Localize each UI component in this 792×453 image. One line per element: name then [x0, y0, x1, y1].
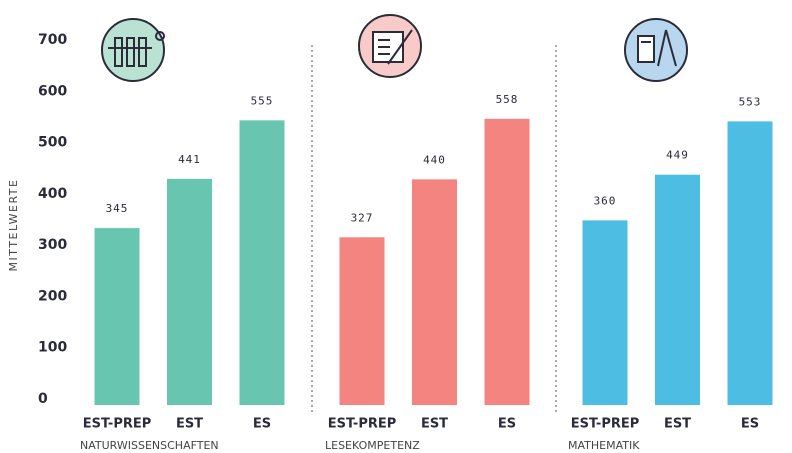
y-tick-label: 300 — [38, 237, 67, 253]
x-tick-label: EST-PREP — [328, 417, 397, 432]
x-tick-label: EST-PREP — [83, 417, 152, 432]
x-tick-label: EST — [176, 417, 203, 432]
x-axis-label: NATURWISSENSCHAFTEN — [80, 439, 219, 452]
y-tick-label: 500 — [38, 135, 67, 151]
value-label: 449 — [666, 149, 689, 162]
x-tick-label: EST — [664, 417, 691, 432]
x-axis-label: MATHEMATIK — [568, 439, 640, 452]
y-tick-label: 100 — [38, 340, 67, 356]
bar — [339, 237, 385, 405]
y-tick-label: 700 — [38, 32, 67, 48]
bar — [94, 228, 140, 405]
value-label: 558 — [496, 93, 519, 106]
x-tick-label: EST-PREP — [571, 417, 640, 432]
bar — [412, 179, 457, 405]
value-label: 553 — [739, 95, 762, 108]
x-tick-label: EST — [421, 417, 448, 432]
y-tick-label: 600 — [38, 83, 67, 99]
value-label: 327 — [351, 211, 374, 224]
bar — [655, 174, 700, 405]
y-axis-label: MITTELWERTE — [7, 179, 20, 272]
icon-reading — [358, 14, 422, 78]
bar — [167, 178, 212, 405]
bar — [239, 120, 285, 405]
value-label: 360 — [594, 194, 617, 207]
x-tick-label: ES — [741, 417, 759, 432]
bar — [582, 220, 628, 405]
value-label: 441 — [178, 153, 201, 166]
x-tick-label: ES — [253, 417, 271, 432]
y-tick-label: 200 — [38, 288, 67, 304]
y-tick-label: 400 — [38, 186, 67, 202]
value-label: 345 — [106, 202, 129, 215]
value-label: 555 — [251, 94, 274, 107]
bar — [484, 118, 530, 405]
bar — [727, 121, 773, 405]
x-tick-label: ES — [498, 417, 516, 432]
icon-math — [624, 18, 688, 82]
icon-science — [101, 18, 165, 82]
value-label: 440 — [423, 153, 446, 166]
y-tick-label: 0 — [38, 391, 48, 407]
x-axis-label: LESEKOMPETENZ — [325, 439, 420, 452]
